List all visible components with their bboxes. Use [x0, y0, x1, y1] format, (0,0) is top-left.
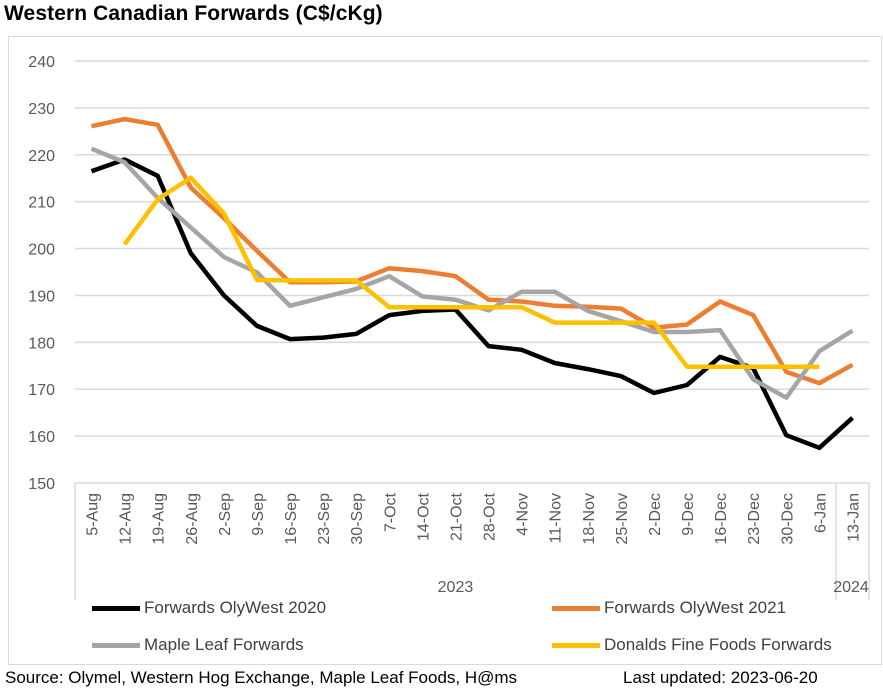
legend-label: Donalds Fine Foods Forwards: [604, 635, 832, 654]
x-tick-label: 16-Dec: [713, 493, 730, 545]
gridlines: [75, 60, 869, 437]
legend-item-maple-leaf: Maple Leaf Forwards: [92, 634, 304, 656]
series-line-donalds-fine-foods-forwards: [122, 175, 820, 369]
x-tick-label: 9-Sep: [250, 493, 267, 536]
x-tick-label: 11-Nov: [548, 493, 565, 543]
x-tick-label: 30-Dec: [779, 493, 796, 545]
legend-label: Forwards OlyWest 2020: [144, 598, 327, 617]
x-tick-label: 13-Jan: [845, 493, 862, 542]
legend-item-donalds: Donalds Fine Foods Forwards: [552, 634, 832, 656]
y-tick-label: 170: [28, 382, 55, 399]
legend-item-olywest-2020: Forwards OlyWest 2020: [92, 597, 326, 619]
x-tick-label: 4-Nov: [515, 493, 532, 536]
series-lines: [90, 116, 855, 451]
legend-swatch-maple-leaf: [92, 642, 140, 648]
x-axis: 5-Aug 12-Aug 19-Aug 26-Aug 2-Sep 9-Sep 16-Sep 2…: [74, 482, 870, 600]
x-tick-label: 23-Dec: [746, 493, 763, 545]
y-axis-ticks: 150 160 170 180 190 200 210 220 230 240: [28, 54, 55, 493]
y-tick-label: 210: [28, 195, 55, 212]
legend-label: Forwards OlyWest 2021: [604, 598, 787, 617]
y-tick-label: 180: [28, 335, 55, 352]
x-tick-label: 14-Oct: [415, 492, 432, 541]
last-updated: Last updated: 2023-06-20: [623, 668, 818, 687]
x-tick-label: 7-Oct: [382, 492, 399, 532]
x-tick-label: 28-Oct: [482, 492, 499, 541]
y-tick-label: 160: [28, 429, 55, 446]
source-note: Source: Olymel, Western Hog Exchange, Ma…: [5, 668, 518, 687]
x-tick-label: 19-Aug: [151, 493, 168, 545]
x-tick-label: 12-Aug: [118, 493, 135, 545]
y-tick-label: 200: [28, 242, 55, 259]
legend-swatch-olywest-2020: [92, 605, 140, 611]
x-tick-label: 2-Dec: [647, 493, 664, 536]
legend-swatch-donalds: [552, 642, 600, 648]
y-tick-label: 220: [28, 148, 55, 165]
x-tick-label: 30-Sep: [349, 493, 366, 545]
x-tick-label: 6-Jan: [812, 493, 829, 533]
legend-label: Maple Leaf Forwards: [144, 635, 304, 654]
series-line-forwards-olywest-2020: [90, 157, 855, 451]
x-group-label: 2023: [438, 579, 474, 596]
x-tick-label: 18-Nov: [581, 493, 598, 545]
chart-frame: [8, 36, 882, 665]
x-tick-label: 2-Sep: [217, 493, 234, 536]
x-tick-label: 23-Sep: [316, 493, 333, 545]
y-tick-label: 240: [28, 54, 55, 71]
x-tick-label: 16-Sep: [283, 493, 300, 545]
x-tick-label: 21-Oct: [448, 492, 465, 541]
chart-title: Western Canadian Forwards (C$/cKg): [4, 2, 383, 25]
y-tick-label: 230: [28, 101, 55, 118]
y-tick-label: 150: [28, 476, 55, 493]
x-tick-label: 5-Aug: [85, 493, 102, 536]
legend-swatch-olywest-2021: [552, 605, 600, 611]
x-tick-label: 25-Nov: [614, 493, 631, 545]
x-group-label: 2024: [833, 579, 869, 596]
series-line-forwards-olywest-2021: [91, 116, 854, 386]
x-tick-label: 9-Dec: [680, 493, 697, 536]
legend-item-olywest-2021: Forwards OlyWest 2021: [552, 597, 786, 619]
x-tick-label: 26-Aug: [184, 493, 201, 545]
y-tick-label: 190: [28, 288, 55, 305]
